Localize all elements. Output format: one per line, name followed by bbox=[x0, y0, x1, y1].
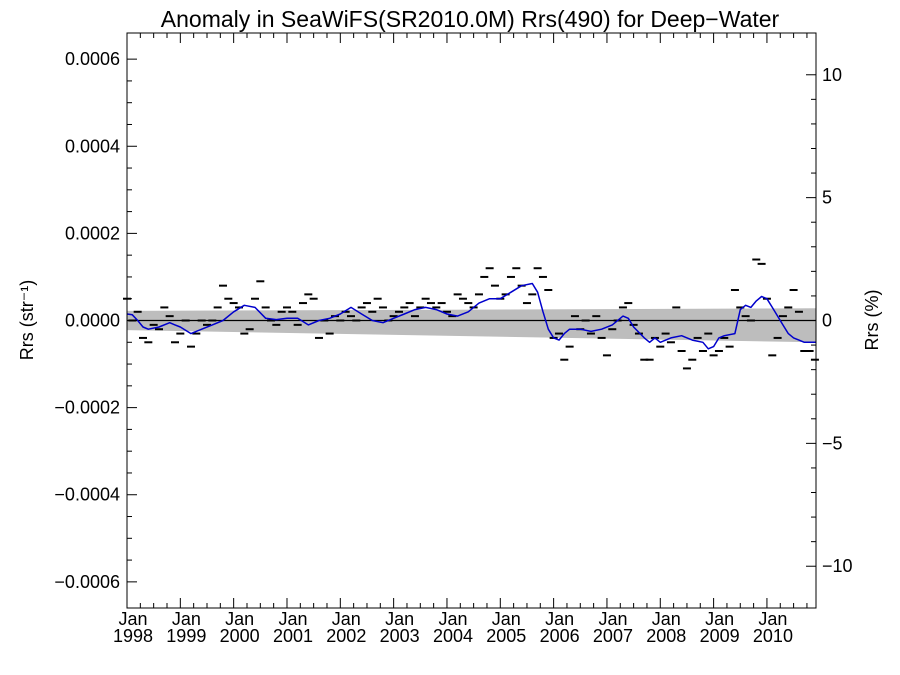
x-tick-label-year: 2004 bbox=[433, 626, 473, 646]
smoothed-anomaly-line bbox=[126, 282, 816, 350]
tick-labels-layer: 0.0006 0.0004 0.0002 0.0000 −0.0002 −0.0004 −0… bbox=[54, 49, 852, 646]
y-left-tick-label: −0.0006 bbox=[54, 572, 120, 592]
x-tick-label-month: Jan bbox=[705, 609, 734, 629]
y-axis-right-label: Rrs (%) bbox=[862, 290, 882, 351]
y-left-tick-label: 0.0002 bbox=[65, 223, 120, 243]
y-left-tick-label: 0.0000 bbox=[65, 311, 120, 331]
x-tick-label-year: 1999 bbox=[166, 626, 206, 646]
x-tick-label-month: Jan bbox=[492, 609, 521, 629]
y-right-tick-label: −5 bbox=[822, 433, 843, 453]
axis-ticks-layer bbox=[126, 33, 816, 608]
x-tick-label-month: Jan bbox=[225, 609, 254, 629]
x-tick-label-month: Jan bbox=[332, 609, 361, 629]
x-tick-label-month: Jan bbox=[172, 609, 201, 629]
x-tick-label-year: 2000 bbox=[220, 626, 260, 646]
confidence-band bbox=[127, 308, 816, 343]
x-tick-label-month: Jan bbox=[652, 609, 681, 629]
x-tick-label-month: Jan bbox=[598, 609, 627, 629]
x-tick-label-year: 2001 bbox=[273, 626, 313, 646]
x-tick-label-year: 2005 bbox=[486, 626, 526, 646]
x-tick-label-month: Jan bbox=[278, 609, 307, 629]
y-right-tick-label: −10 bbox=[822, 556, 853, 576]
x-tick-label-month: Jan bbox=[545, 609, 574, 629]
x-tick-label-month: Jan bbox=[758, 609, 787, 629]
y-right-tick-label: 10 bbox=[822, 65, 842, 85]
y-axis-left-label: Rrs (str⁻¹) bbox=[17, 280, 37, 360]
x-tick-label-year: 2008 bbox=[646, 626, 686, 646]
y-left-tick-label: 0.0006 bbox=[65, 49, 120, 69]
y-left-tick-label: 0.0004 bbox=[65, 136, 120, 156]
x-tick-label-year: 2002 bbox=[326, 626, 366, 646]
series-layer bbox=[126, 282, 816, 350]
x-tick-label-year: 2006 bbox=[540, 626, 580, 646]
x-tick-label-month: Jan bbox=[385, 609, 414, 629]
x-tick-label-year: 2007 bbox=[593, 626, 633, 646]
x-tick-label-year: 1998 bbox=[113, 626, 153, 646]
y-right-tick-label: 5 bbox=[822, 188, 832, 208]
y-left-tick-label: −0.0004 bbox=[54, 485, 120, 505]
y-left-tick-label: −0.0002 bbox=[54, 398, 120, 418]
chart-title: Anomaly in SeaWiFS(SR2010.0M) Rrs(490) f… bbox=[161, 6, 780, 32]
x-tick-label-month: Jan bbox=[118, 609, 147, 629]
x-tick-label-year: 2010 bbox=[753, 626, 793, 646]
x-tick-label-year: 2003 bbox=[380, 626, 420, 646]
x-tick-label-year: 2009 bbox=[700, 626, 740, 646]
y-right-tick-label: 0 bbox=[822, 311, 832, 331]
confidence-band-layer bbox=[127, 308, 816, 343]
x-tick-label-month: Jan bbox=[438, 609, 467, 629]
